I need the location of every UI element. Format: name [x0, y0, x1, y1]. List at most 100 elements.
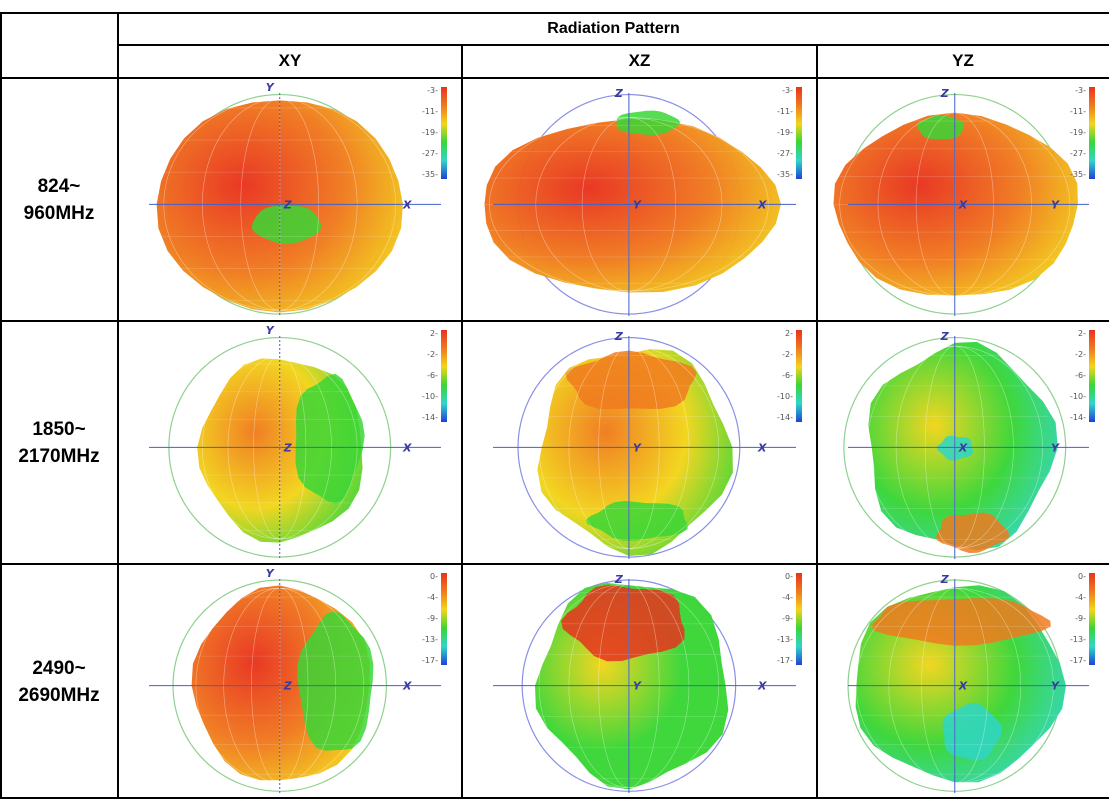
color-scale-tick: -35- — [777, 170, 793, 179]
radiation-lobe — [297, 610, 374, 751]
table-title: Radiation Pattern — [547, 20, 680, 37]
pattern-cell: Z X Y 0- -4- -9- -13- -17- — [119, 565, 461, 797]
color-scale-tick: -10- — [777, 392, 793, 401]
color-scale-tick: 0- — [1078, 572, 1086, 581]
row-label-line: 824~ — [37, 175, 81, 197]
color-scale-tick: -4- — [1075, 593, 1086, 602]
pattern-cell: Y X Z 2- -2- -6- -10- -14- — [463, 322, 816, 563]
column-header-yz: YZ — [952, 51, 974, 70]
color-scale-tick: -2- — [427, 350, 438, 359]
radiation-pattern-plot: Z X Y 2- -2- -6- -10- -14- — [149, 324, 447, 559]
radiation-pattern-plot: X Y Z 2- -2- -6- -10- -14- — [843, 329, 1095, 559]
color-scale-tick: 2- — [785, 329, 793, 338]
row-label-line: 2170MHz — [18, 445, 100, 467]
color-scale-tick: -13- — [422, 635, 438, 644]
radiation-lobe — [942, 702, 1002, 761]
row-label-line: 2690MHz — [18, 685, 100, 706]
axis-label-center: Y — [633, 198, 642, 211]
pattern-cell: Y X Z 0- -4- -9- -13- -17- — [463, 565, 816, 797]
color-scale-tick: -19- — [777, 128, 793, 137]
axis-label-end: X — [757, 441, 767, 454]
row-label-2490: 2490~ 2690MHz — [0, 564, 118, 800]
axis-label-end: X — [402, 680, 412, 693]
color-scale-tick: -35- — [422, 170, 438, 179]
radiation-pattern-plot: Z X Y -3- -11- -19- -27- -35- — [149, 81, 447, 316]
axis-label-end: X — [757, 680, 767, 693]
color-scale-tick: -10- — [422, 392, 438, 401]
color-scale-tick: -10- — [1070, 392, 1086, 401]
radiation-pattern-plot: Y X Z -3- -11- -19- -27- -35- — [480, 86, 802, 316]
axis-label-top: Z — [940, 87, 950, 100]
color-scale-bar — [796, 330, 802, 422]
color-scale-tick: -13- — [1070, 635, 1086, 644]
radiation-pattern-plot: Y X Z 2- -2- -6- -10- -14- — [493, 329, 802, 559]
color-scale-tick: 0- — [785, 572, 793, 581]
color-scale-tick: -9- — [782, 614, 793, 623]
color-scale-bar — [1089, 330, 1095, 422]
color-scale-tick: -6- — [782, 371, 793, 380]
axis-label-top: Z — [614, 87, 624, 100]
axis-label-top: Z — [614, 330, 624, 343]
pattern-cell: X Y Z 0- -4- -9- -13- -17- — [818, 565, 1109, 797]
color-scale-tick: -2- — [1075, 350, 1086, 359]
color-scale-tick: 0- — [430, 572, 438, 581]
row-label-line: 1850~ — [32, 418, 86, 440]
color-scale-tick: -17- — [422, 656, 438, 665]
radiation-lobe — [561, 584, 685, 662]
axis-label-end: X — [402, 198, 412, 211]
axis-label-end: Y — [1051, 198, 1060, 211]
axis-label-top: Z — [614, 573, 624, 586]
row-label-1850: 1850~ 2170MHz — [0, 321, 118, 564]
axis-label-center: X — [958, 198, 968, 211]
radiation-pattern-plot: Z X Y 0- -4- -9- -13- -17- — [149, 567, 447, 793]
axis-label-center: X — [958, 441, 968, 454]
radiation-lobe — [871, 598, 1051, 646]
color-scale-tick: -2- — [782, 350, 793, 359]
axis-label-top: Y — [266, 567, 275, 580]
row-label-line: 2490~ — [32, 658, 86, 679]
axis-label-center: Z — [283, 680, 293, 693]
axis-label-end: Y — [1051, 441, 1060, 454]
color-scale-tick: -17- — [777, 656, 793, 665]
color-scale-tick: -3- — [1075, 86, 1086, 95]
radiation-lobe — [484, 119, 781, 293]
color-scale-tick: -27- — [777, 149, 793, 158]
color-scale-tick: -9- — [427, 614, 438, 623]
axis-label-center: X — [958, 680, 968, 693]
pattern-cell: X Y Z -3- -11- -19- -27- -35- — [818, 79, 1109, 320]
color-scale-tick: -14- — [1070, 413, 1086, 422]
color-scale-bar — [441, 573, 447, 665]
color-scale-bar — [796, 87, 802, 179]
color-scale-bar — [796, 573, 802, 665]
radiation-lobe — [917, 115, 965, 140]
radiation-pattern-plot: X Y Z 0- -4- -9- -13- -17- — [847, 572, 1095, 793]
color-scale-tick: -19- — [1070, 128, 1086, 137]
color-scale-tick: -27- — [422, 149, 438, 158]
axis-label-top: Y — [266, 324, 275, 337]
color-scale-tick: -14- — [422, 413, 438, 422]
color-scale-tick: -6- — [1075, 371, 1086, 380]
color-scale-tick: 2- — [430, 329, 438, 338]
column-header-xz: XZ — [628, 51, 651, 70]
axis-label-center: Y — [633, 680, 642, 693]
column-header-xy: XY — [278, 51, 302, 70]
color-scale-tick: -17- — [1070, 656, 1086, 665]
color-scale-bar — [441, 330, 447, 422]
axis-label-end: X — [402, 441, 412, 454]
pattern-cell: Z X Y 2- -2- -6- -10- -14- — [119, 322, 461, 563]
axis-label-top: Z — [940, 573, 950, 586]
color-scale-tick: -14- — [777, 413, 793, 422]
radiation-pattern-plot: Y X Z 0- -4- -9- -13- -17- — [493, 572, 802, 793]
axis-label-center: Z — [283, 441, 293, 454]
color-scale-tick: -35- — [1070, 170, 1086, 179]
axis-label-top: Z — [940, 330, 950, 343]
radiation-lobe — [616, 110, 681, 136]
color-scale-tick: -4- — [782, 593, 793, 602]
axis-label-end: Y — [1051, 680, 1060, 693]
color-scale-tick: -13- — [777, 635, 793, 644]
color-scale-tick: 2- — [1078, 329, 1086, 338]
color-scale-tick: -6- — [427, 371, 438, 380]
radiation-lobe — [251, 205, 322, 245]
radiation-lobe — [586, 501, 688, 541]
